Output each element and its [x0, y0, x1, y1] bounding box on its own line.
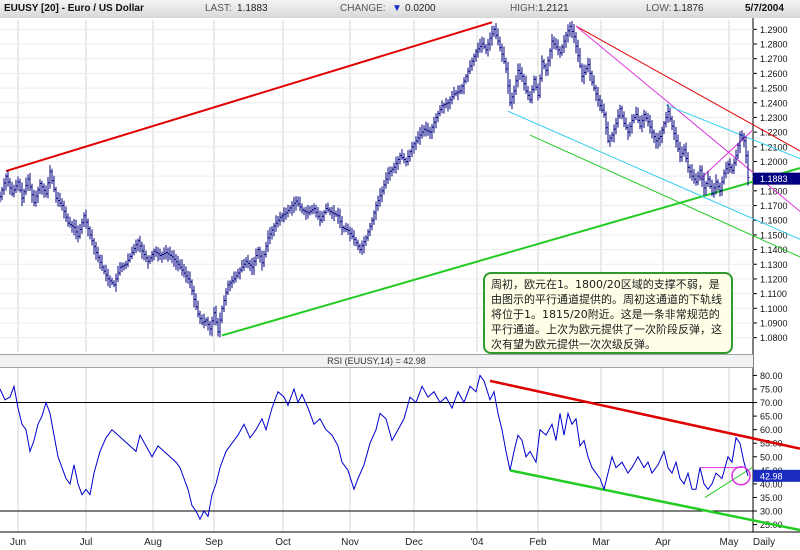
rsi-series: [0, 374, 749, 521]
date-tick-label: Aug: [144, 537, 162, 548]
rsi-last-value-box: [753, 469, 800, 482]
rsi-short-support-line: [704, 467, 753, 498]
rsi-tick-label: 65.00: [760, 412, 783, 422]
date-tick-label: Oct: [275, 537, 291, 548]
price-axis-area: [753, 18, 800, 354]
price-grid: [0, 20, 753, 531]
date-tick-label: Sep: [205, 537, 223, 548]
last-label: LAST:: [205, 3, 232, 14]
rsi-title: RSI (EUUSY,14) = 42.98: [0, 354, 753, 368]
price-tick-label: 1.1500: [760, 230, 788, 240]
date-tick-label: Mar: [592, 537, 610, 548]
rsi-axis-labels: 80.0075.0070.0065.0060.0055.0050.0045.00…: [753, 371, 783, 530]
magenta-short-line: [699, 130, 753, 180]
rsi-tick-label: 40.00: [760, 479, 783, 489]
annotation-note: 周初，欧元在1。1800/20区域的支撑不弱，是由图示的平行通道提供的。周初这通…: [483, 272, 733, 354]
price-tick-label: 1.2000: [760, 157, 788, 167]
price-tick-label: 1.2500: [760, 84, 788, 94]
rsi-upper-trend-line: [489, 379, 800, 450]
price-tick-label: 1.2600: [760, 69, 788, 79]
price-tick-label: 1.1800: [760, 186, 788, 196]
chart-header: EUUSY [20] - Euro / US Dollar LAST: 1.18…: [0, 0, 800, 19]
date-tick-label: Dec: [405, 537, 423, 548]
rsi-last-value-label: 42.98: [760, 471, 783, 481]
rsi-tick-label: 50.00: [760, 452, 783, 462]
low-value: 1.1876: [673, 3, 704, 14]
price-tick-label: 1.1300: [760, 260, 788, 270]
date-tick-label: Jul: [80, 537, 93, 548]
cyan-channel-lower-line: [507, 110, 800, 240]
price-axis-labels: 1.2900 1.2800 1.2700 1.2600 1.2500 1.2400 1.23…: [753, 25, 788, 343]
price-tick-label: 1.2800: [760, 40, 788, 50]
upper-trend-line: [5, 21, 493, 172]
date-tick-label: Daily: [753, 537, 775, 548]
price-tick-label: 1.1000: [760, 304, 788, 314]
rsi-grid: [0, 402, 753, 512]
price-tick-label: 1.2100: [760, 142, 788, 152]
last-value-markers: 1.1883 42.98: [731, 172, 800, 486]
price-series: [0, 20, 750, 338]
red-channel-line: [575, 25, 800, 152]
change-value: 0.0200: [405, 3, 436, 14]
date-tick-label: '04: [470, 537, 483, 548]
rsi-line: [0, 374, 749, 521]
price-tick-label: 1.0900: [760, 318, 788, 328]
symbol-title: EUUSY [20] - Euro / US Dollar: [4, 3, 144, 14]
trend-lines: [5, 21, 800, 532]
date-tick-label: Jun: [10, 537, 26, 548]
rsi-highlight-circle: [731, 466, 751, 486]
date-tick-label: Apr: [655, 537, 671, 548]
rsi-lower-trend-line: [509, 469, 800, 532]
last-value: 1.1883: [237, 3, 268, 14]
high-value: 1.2121: [538, 3, 569, 14]
date-tick-label: Nov: [341, 537, 359, 548]
price-tick-label: 1.2700: [760, 54, 788, 64]
lower-trend-line: [221, 167, 800, 337]
header-date: 5/7/2004: [745, 3, 784, 14]
price-last-value-label: 1.1883: [760, 174, 788, 184]
rsi-tick-label: 35.00: [760, 493, 783, 503]
rsi-tick-label: 75.00: [760, 384, 783, 394]
price-tick-label: 1.1200: [760, 274, 788, 284]
price-tick-label: 1.1600: [760, 216, 788, 226]
date-tick-label: Feb: [529, 537, 547, 548]
rsi-tick-label: 70.00: [760, 398, 783, 408]
cyan-channel-upper-line: [665, 104, 800, 160]
price-tick-label: 1.0800: [760, 333, 788, 343]
price-tick-label: 1.2900: [760, 25, 788, 35]
rsi-tick-label: 60.00: [760, 425, 783, 435]
price-tick-label: 1.2400: [760, 98, 788, 108]
price-tick-label: 1.1400: [760, 245, 788, 255]
green-channel-line: [529, 134, 800, 258]
rsi-tick-label: 30.00: [760, 507, 783, 517]
change-label: CHANGE:: [340, 3, 386, 14]
price-tick-label: 1.1100: [760, 289, 787, 299]
change-arrow-icon: ▼: [392, 3, 402, 14]
price-tick-label: 1.2300: [760, 113, 788, 123]
rsi-tick-label: 55.00: [760, 439, 783, 449]
date-axis-labels: Jun Jul Aug Sep Oct Nov Dec '04 Feb Mar Apr May Dail…: [10, 537, 775, 548]
date-tick-label: May: [720, 537, 739, 548]
low-label: LOW:: [646, 3, 672, 14]
price-last-value-box: [753, 172, 800, 185]
price-tick-label: 1.2200: [760, 128, 788, 138]
price-tick-label: 1.1700: [760, 201, 788, 211]
rsi-tick-label: 80.00: [760, 371, 783, 381]
high-label: HIGH:: [510, 3, 538, 14]
